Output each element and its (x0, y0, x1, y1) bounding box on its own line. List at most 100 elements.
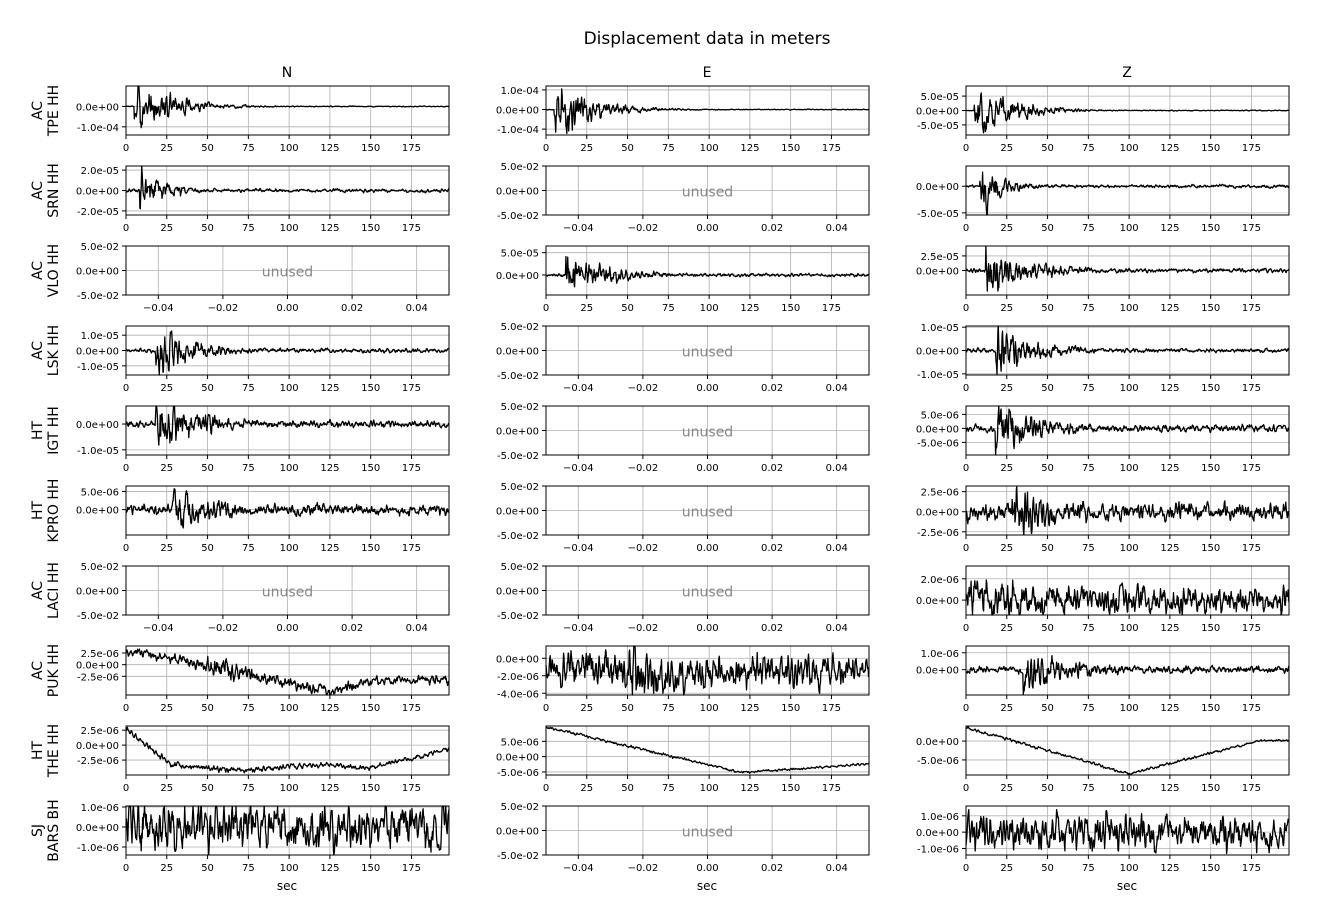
panel-frame (965, 645, 1290, 696)
x-tick-label: 0.02 (341, 623, 363, 634)
x-tick-label: −0.02 (628, 223, 659, 234)
x-tick-label: 100 (1120, 543, 1139, 554)
x-tick-label: 75 (1082, 703, 1095, 714)
station-label: HT IGT HH (30, 406, 62, 455)
x-tick-label: 100 (700, 303, 719, 314)
y-tick-label: 0.0e+00 (496, 347, 539, 358)
x-tick-label: 75 (662, 703, 675, 714)
station-name-label: LSK HH (46, 325, 62, 376)
x-tick-label: 75 (242, 863, 255, 874)
y-tick-label: 0.0e+00 (916, 508, 959, 519)
y-tick-label: 0.0e+00 (496, 753, 539, 764)
x-tick-label: 50 (201, 463, 214, 474)
x-tick-label: 100 (1120, 783, 1139, 794)
panel-frame (125, 725, 450, 776)
x-tick-label: 125 (740, 303, 759, 314)
unused-label: unused (682, 505, 733, 521)
x-tick-label: 50 (201, 383, 214, 394)
x-tick-label: 150 (781, 783, 800, 794)
station-name-label: BARS BH (46, 799, 62, 861)
x-tick-label: 125 (320, 783, 339, 794)
y-tick-label: 5.0e-02 (81, 242, 119, 253)
panel-frame (965, 165, 1290, 216)
x-tick-label: 150 (1201, 303, 1220, 314)
x-tick-label: 75 (1082, 463, 1095, 474)
x-tick-label: 75 (662, 143, 675, 154)
panel-n: unused −0.04 −0.02 0.00 0.02 0.04 -5.0e-02 0.0e… (76, 242, 450, 314)
unused-label: unused (682, 345, 733, 361)
x-tick-label: 0.00 (696, 543, 718, 554)
panel-n: 0 25 50 75 100 125 150 175 -1.0e-04 0.0e+00 (76, 85, 450, 154)
y-tick-label: 0.0e+00 (916, 666, 959, 677)
x-tick-label: 25 (160, 543, 173, 554)
station-name-label: LACI HH (46, 562, 62, 619)
waveform-line (965, 245, 1290, 292)
y-tick-label: 0.0e+00 (76, 587, 119, 598)
unused-label: unused (682, 185, 733, 201)
x-tick-label: 150 (361, 383, 380, 394)
x-tick-label: 75 (242, 223, 255, 234)
station-label: AC PUK HH (30, 644, 62, 697)
x-tick-label: 100 (1120, 223, 1139, 234)
y-tick-label: 0.0e+00 (916, 828, 959, 839)
y-tick-label: 0.0e+00 (76, 741, 119, 752)
x-tick-label: 125 (1160, 783, 1179, 794)
panel-frame (965, 485, 1290, 536)
x-tick-label: 150 (361, 783, 380, 794)
x-tick-label: 75 (242, 783, 255, 794)
x-tick-label: −0.04 (563, 623, 594, 634)
figure-title: Displacement data in meters (584, 29, 831, 49)
station-name-label: IGT HH (46, 406, 62, 455)
x-tick-label: 25 (160, 223, 173, 234)
x-tick-label: 25 (580, 703, 593, 714)
x-tick-label: 0.04 (826, 543, 848, 554)
x-tick-label: 0.02 (761, 383, 783, 394)
panel-frame (965, 805, 1290, 856)
x-tick-label: 25 (1000, 143, 1013, 154)
unused-label: unused (262, 265, 313, 281)
y-tick-label: 0.0e+00 (916, 347, 959, 358)
y-tick-label: 0.0e+00 (76, 347, 119, 358)
x-tick-label: 150 (1201, 383, 1220, 394)
x-tick-label: 25 (1000, 623, 1013, 634)
x-tick-label: 0.02 (761, 543, 783, 554)
y-tick-label: 1.0e-06 (81, 803, 119, 814)
station-network-label: AC (30, 661, 46, 680)
y-tick-label: 0.0e+00 (76, 506, 119, 517)
x-tick-label: 75 (1082, 623, 1095, 634)
x-tick-label: 100 (700, 703, 719, 714)
y-tick-label: 0.0e+00 (76, 102, 119, 113)
x-tick-label: −0.04 (563, 383, 594, 394)
x-tick-label: 125 (320, 143, 339, 154)
station-network-label: AC (30, 101, 46, 120)
x-tick-label: 25 (1000, 383, 1013, 394)
station-network-label: AC (30, 341, 46, 360)
x-tick-label: 125 (740, 703, 759, 714)
panel-z: 0 25 50 75 100 125 150 175 -5.0e-05 0.0e+00 5.0e-0… (916, 85, 1290, 154)
x-tick-label: 125 (320, 703, 339, 714)
x-tick-label: 0.04 (826, 863, 848, 874)
xlabel-n: sec (277, 879, 297, 893)
x-tick-label: 0 (963, 383, 969, 394)
station-name-label: THE HH (46, 724, 62, 778)
panel-e: unused −0.04 −0.02 0.00 0.02 0.04 -5.0e-02 0.0e… (496, 162, 870, 234)
x-tick-label: 175 (402, 223, 421, 234)
x-tick-label: 50 (621, 783, 634, 794)
x-tick-label: 150 (1201, 543, 1220, 554)
x-tick-label: 0 (123, 143, 129, 154)
waveform-line (545, 645, 870, 696)
x-tick-label: −0.04 (143, 303, 174, 314)
x-tick-label: 175 (822, 303, 841, 314)
x-tick-label: 25 (1000, 463, 1013, 474)
waveform-line (125, 726, 450, 774)
panel-frame (545, 245, 870, 296)
x-tick-label: 50 (1041, 863, 1054, 874)
y-tick-label: 0.0e+00 (496, 654, 539, 665)
y-tick-label: -1.0e-04 (497, 125, 539, 136)
y-tick-label: 0.0e+00 (76, 187, 119, 198)
x-tick-label: 0.00 (696, 863, 718, 874)
x-tick-label: 0.04 (826, 463, 848, 474)
panel-z: 0 25 50 75 100 125 150 175 -1.0e-06 0.0e+00 1.0e-0… (916, 805, 1290, 874)
x-tick-label: 0.04 (826, 383, 848, 394)
